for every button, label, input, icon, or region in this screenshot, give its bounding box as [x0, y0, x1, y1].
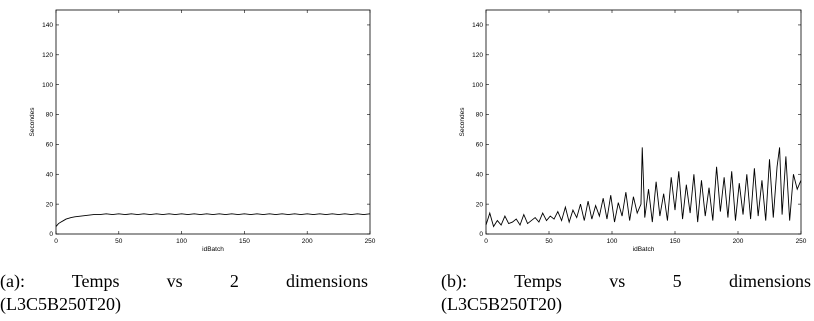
y-tick-label: 100: [472, 82, 483, 89]
y-tick-label: 20: [46, 201, 54, 208]
y-tick-label: 20: [476, 201, 484, 208]
caption-b: (b): Temps vs 5 dimensions (L3C5B250T20): [441, 270, 811, 316]
y-tick-label: 120: [472, 52, 483, 59]
caption-b-line2: (L3C5B250T20): [441, 294, 562, 314]
y-tick-label: 0: [49, 231, 53, 238]
x-tick-label: 250: [796, 238, 807, 245]
y-tick-label: 140: [472, 22, 483, 29]
x-tick-label: 150: [670, 238, 681, 245]
caption-a-line1: (a): Temps vs 2 dimensions: [0, 271, 368, 291]
x-tick-label: 0: [54, 238, 58, 245]
x-axis-label: idBatch: [202, 246, 224, 253]
y-tick-label: 0: [479, 231, 483, 238]
x-axis-label: idBatch: [633, 246, 655, 253]
plot-frame: [55, 9, 371, 235]
x-tick-label: 200: [302, 238, 313, 245]
y-tick-label: 120: [42, 52, 53, 59]
caption-a-line2: (L3C5B250T20): [0, 294, 121, 314]
x-tick-label: 100: [176, 238, 187, 245]
x-tick-label: 50: [545, 238, 553, 245]
plot-a: 0 20 40 60 80 100 120 140 0 50 100 150 200 250 idBatch…: [29, 9, 376, 253]
y-tick-label: 40: [46, 171, 54, 178]
y-tick-label: 80: [476, 112, 484, 119]
caption-b-line1: (b): Temps vs 5 dimensions: [441, 271, 811, 291]
y-tick-label: 60: [476, 142, 484, 149]
x-tick-label: 250: [365, 238, 376, 245]
y-tick-label: 60: [46, 142, 54, 149]
y-tick-label: 100: [42, 82, 53, 89]
x-tick-label: 150: [239, 238, 250, 245]
y-axis-label: Secondes: [459, 107, 466, 137]
caption-a: (a): Temps vs 2 dimensions (L3C5B250T20): [0, 270, 368, 316]
plot-b: 0 20 40 60 80 100 120 140 0 50 100 150 200 250 idBatch…: [459, 9, 807, 253]
x-tick-label: 50: [115, 238, 123, 245]
y-tick-label: 140: [42, 22, 53, 29]
x-tick-label: 0: [484, 238, 488, 245]
y-tick-label: 80: [46, 112, 54, 119]
plot-frame: [485, 9, 802, 235]
y-tick-label: 40: [476, 171, 484, 178]
x-tick-label: 100: [607, 238, 618, 245]
y-axis-label: Secondes: [29, 107, 36, 137]
series-line: [485, 147, 802, 228]
x-tick-label: 200: [733, 238, 744, 245]
series-line: [55, 213, 371, 227]
